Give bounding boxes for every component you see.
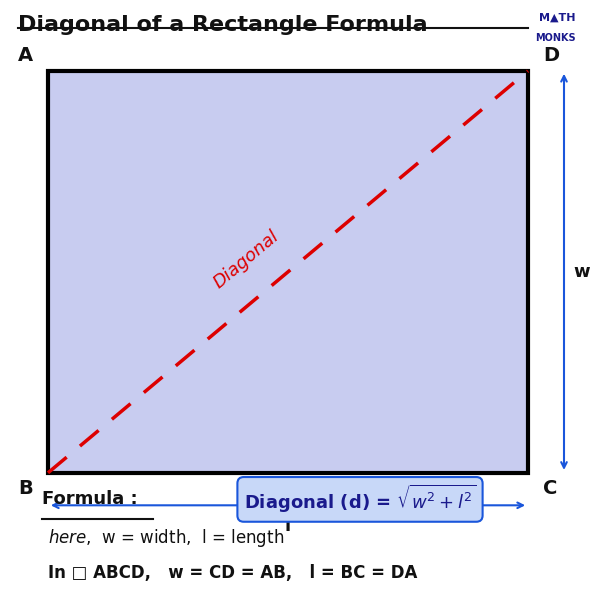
- Bar: [48, 71, 528, 473]
- Text: A: A: [18, 46, 33, 65]
- Text: Diagonal of a Rectangle Formula: Diagonal of a Rectangle Formula: [18, 15, 428, 35]
- Text: $\it{here}$,  w = width,  l = length: $\it{here}$, w = width, l = length: [48, 527, 284, 549]
- Text: Diagonal (d) = $\sqrt{w^2 + l^2}$: Diagonal (d) = $\sqrt{w^2 + l^2}$: [244, 483, 476, 515]
- Text: D: D: [543, 46, 559, 65]
- Text: Formula :: Formula :: [42, 491, 144, 508]
- Text: C: C: [543, 479, 557, 498]
- Text: Diagonal: Diagonal: [210, 226, 283, 291]
- Text: B: B: [18, 479, 33, 498]
- Text: l: l: [285, 517, 291, 535]
- Text: MONKS: MONKS: [535, 33, 576, 43]
- Text: M▲TH: M▲TH: [539, 13, 576, 23]
- Text: In □ ABCD,   w = CD = AB,   l = BC = DA: In □ ABCD, w = CD = AB, l = BC = DA: [48, 564, 418, 582]
- Text: w: w: [573, 263, 590, 281]
